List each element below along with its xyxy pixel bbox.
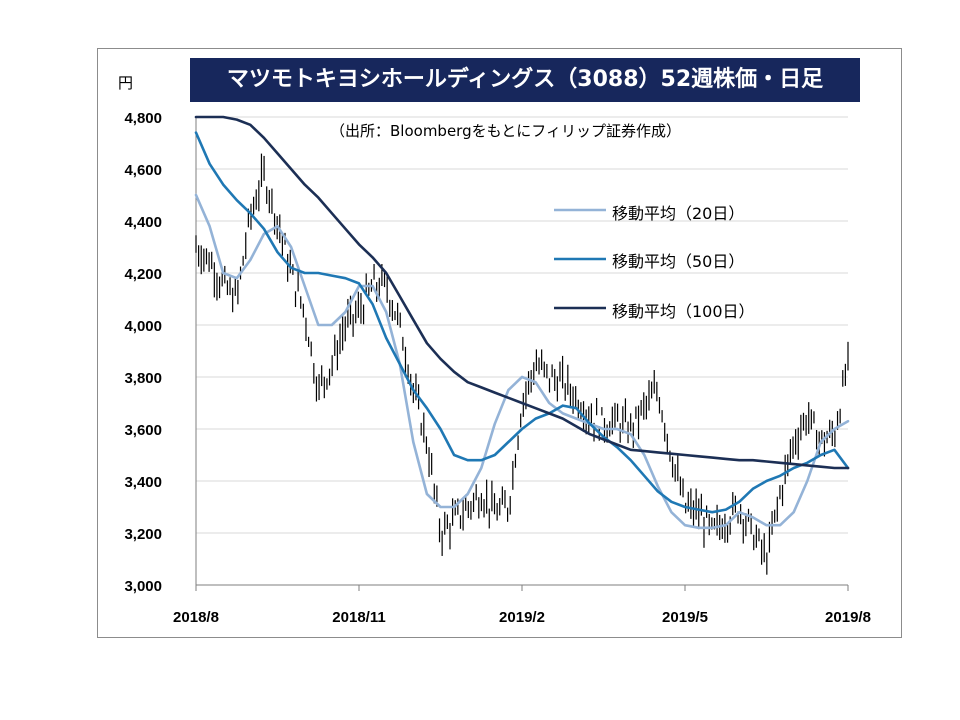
x-tick-label: 2018/8 bbox=[173, 609, 219, 626]
y-tick-label: 4,200 bbox=[124, 266, 162, 283]
y-tick-label: 4,000 bbox=[124, 318, 162, 335]
chart-frame bbox=[97, 48, 902, 638]
x-tick-label: 2018/11 bbox=[332, 609, 385, 626]
y-tick-label: 3,000 bbox=[124, 578, 162, 595]
chart-title: マツモトキヨシホールディングス（3088）52週株価・日足 bbox=[190, 58, 860, 102]
y-tick-label: 4,400 bbox=[124, 214, 162, 231]
source-note: （出所：Bloombergをもとにフィリップ証券作成） bbox=[330, 122, 682, 140]
legend-label-ma20: 移動平均（20日） bbox=[612, 204, 745, 223]
y-tick-label: 4,800 bbox=[124, 110, 162, 127]
ma50-line bbox=[194, 131, 850, 514]
x-tick-label: 2019/8 bbox=[825, 609, 871, 626]
y-tick-label: 3,400 bbox=[124, 474, 162, 491]
x-tick-label: 2019/2 bbox=[499, 609, 545, 626]
y-tick-label: 3,600 bbox=[124, 422, 162, 439]
x-tick-label: 2019/5 bbox=[662, 609, 708, 626]
y-tick-label: 4,600 bbox=[124, 162, 162, 179]
y-tick-label: 3,200 bbox=[124, 526, 162, 543]
legend-label-ma100: 移動平均（100日） bbox=[612, 302, 755, 321]
y-unit-label: 円 bbox=[118, 74, 134, 92]
ma100-line bbox=[194, 115, 850, 470]
ma20-line bbox=[194, 193, 850, 530]
y-tick-label: 3,800 bbox=[124, 370, 162, 387]
legend-label-ma50: 移動平均（50日） bbox=[612, 252, 745, 271]
